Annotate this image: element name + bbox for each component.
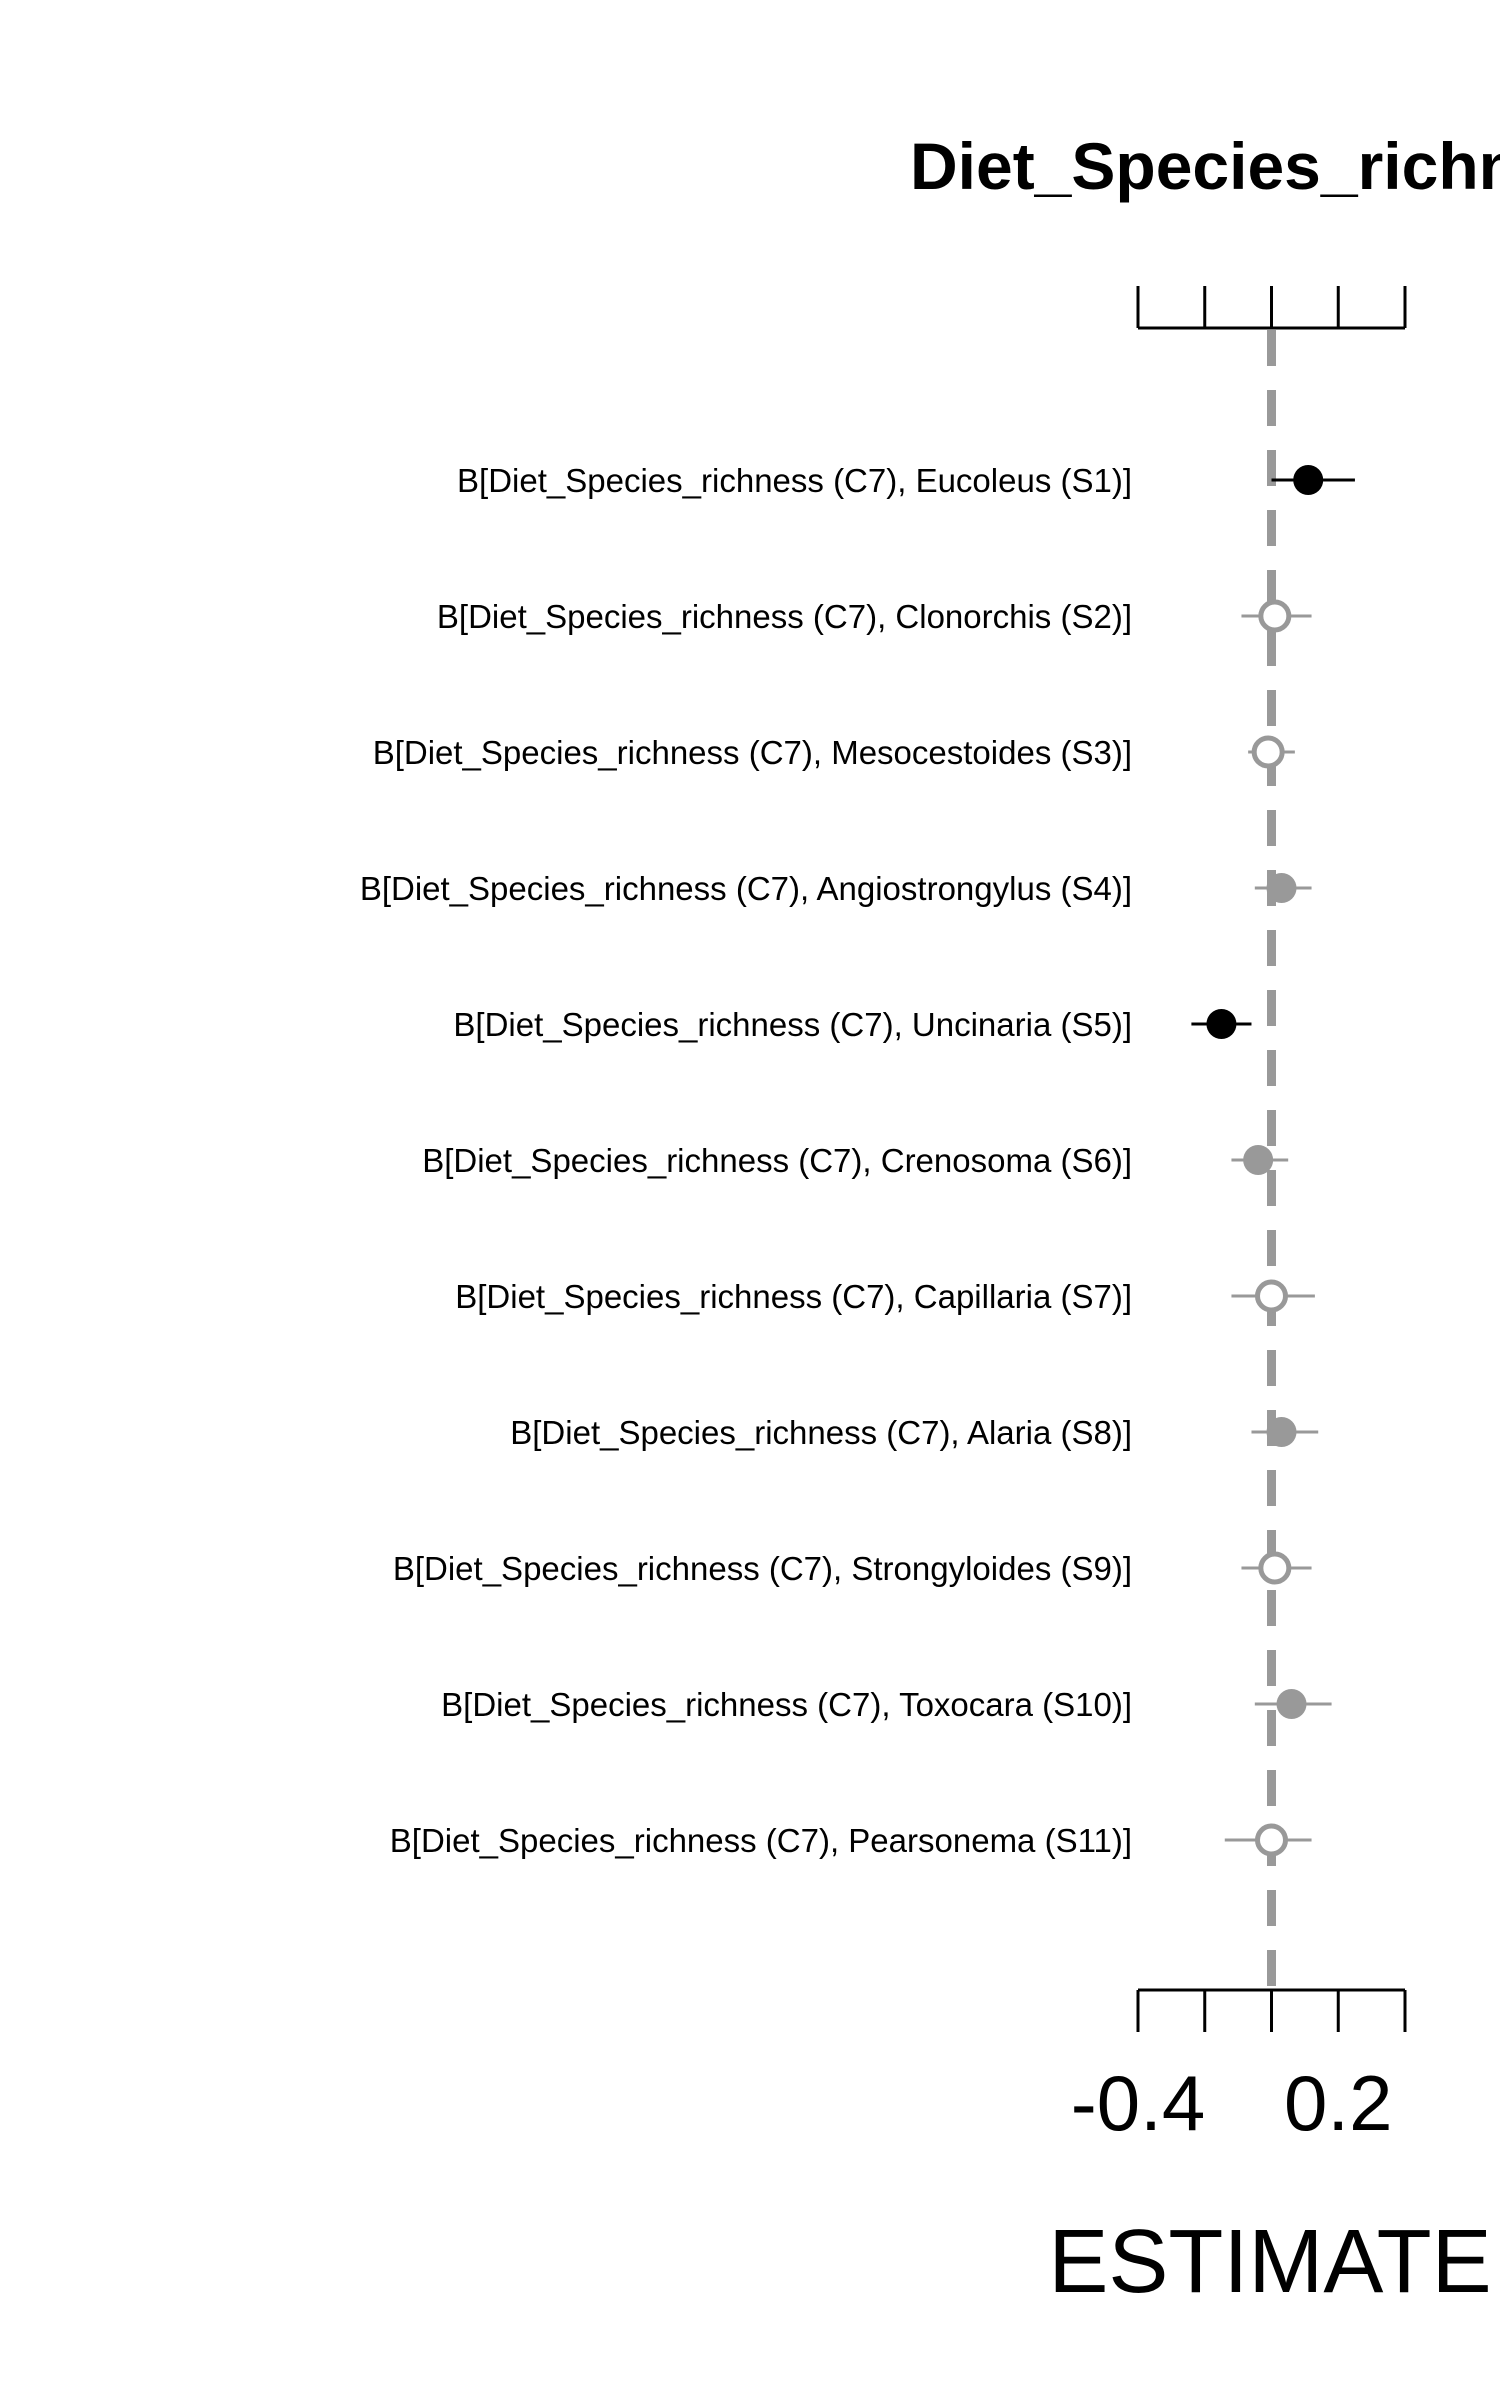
estimate-point bbox=[1266, 1417, 1297, 1447]
row-label: B[Diet_Species_richness (C7), Uncinaria … bbox=[453, 1006, 1132, 1043]
forest-row: B[Diet_Species_richness (C7), Pearsonema… bbox=[390, 1822, 1312, 1859]
forest-row: B[Diet_Species_richness (C7), Clonorchis… bbox=[437, 598, 1312, 635]
row-label: B[Diet_Species_richness (C7), Angiostron… bbox=[360, 870, 1132, 907]
x-tick-label: -0.4 bbox=[1071, 2059, 1205, 2147]
forest-row: B[Diet_Species_richness (C7), Uncinaria … bbox=[453, 1006, 1252, 1043]
forest-row: B[Diet_Species_richness (C7), Angiostron… bbox=[360, 870, 1312, 907]
row-label: B[Diet_Species_richness (C7), Clonorchis… bbox=[437, 598, 1132, 635]
forest-row: B[Diet_Species_richness (C7), Toxocara (… bbox=[441, 1686, 1332, 1723]
top-axis bbox=[1136, 286, 1407, 330]
estimate-point bbox=[1276, 1689, 1307, 1719]
x-tick-label: 0.2 bbox=[1284, 2059, 1392, 2147]
forest-row: B[Diet_Species_richness (C7), Strongyloi… bbox=[393, 1550, 1312, 1587]
estimate-point bbox=[1206, 1009, 1237, 1039]
row-label: B[Diet_Species_richness (C7), Capillaria… bbox=[455, 1278, 1132, 1315]
chart-title: Diet_Species_richn bbox=[910, 129, 1500, 203]
estimate-point bbox=[1258, 599, 1292, 633]
row-label: B[Diet_Species_richness (C7), Toxocara (… bbox=[441, 1686, 1132, 1723]
forest-row: B[Diet_Species_richness (C7), Alaria (S8… bbox=[510, 1414, 1319, 1451]
forest-row: B[Diet_Species_richness (C7), Crenosoma … bbox=[422, 1142, 1289, 1179]
estimate-point bbox=[1293, 465, 1324, 495]
row-label: B[Diet_Species_richness (C7), Crenosoma … bbox=[422, 1142, 1132, 1179]
forest-row: B[Diet_Species_richness (C7), Eucoleus (… bbox=[457, 462, 1355, 499]
forest-row: B[Diet_Species_richness (C7), Mesocestoi… bbox=[373, 734, 1295, 771]
x-axis-label: ESTIMATE bbox=[1048, 2212, 1491, 2312]
row-label: B[Diet_Species_richness (C7), Eucoleus (… bbox=[457, 462, 1132, 499]
estimate-point bbox=[1251, 735, 1285, 769]
row-label: B[Diet_Species_richness (C7), Mesocestoi… bbox=[373, 734, 1132, 771]
estimate-point bbox=[1243, 1145, 1274, 1175]
estimate-point bbox=[1266, 873, 1297, 903]
estimate-point bbox=[1255, 1279, 1288, 1313]
row-label: B[Diet_Species_richness (C7), Strongyloi… bbox=[393, 1550, 1132, 1587]
row-label: B[Diet_Species_richness (C7), Alaria (S8… bbox=[510, 1414, 1132, 1451]
estimate-point bbox=[1255, 1823, 1288, 1857]
estimate-point bbox=[1258, 1551, 1292, 1585]
forest-row: B[Diet_Species_richness (C7), Capillaria… bbox=[455, 1278, 1315, 1315]
bottom-axis: -0.4 0.2 bbox=[1071, 1988, 1407, 2147]
row-label: B[Diet_Species_richness (C7), Pearsonema… bbox=[390, 1822, 1132, 1859]
rows-layer: B[Diet_Species_richness (C7), Eucoleus (… bbox=[360, 462, 1355, 1859]
